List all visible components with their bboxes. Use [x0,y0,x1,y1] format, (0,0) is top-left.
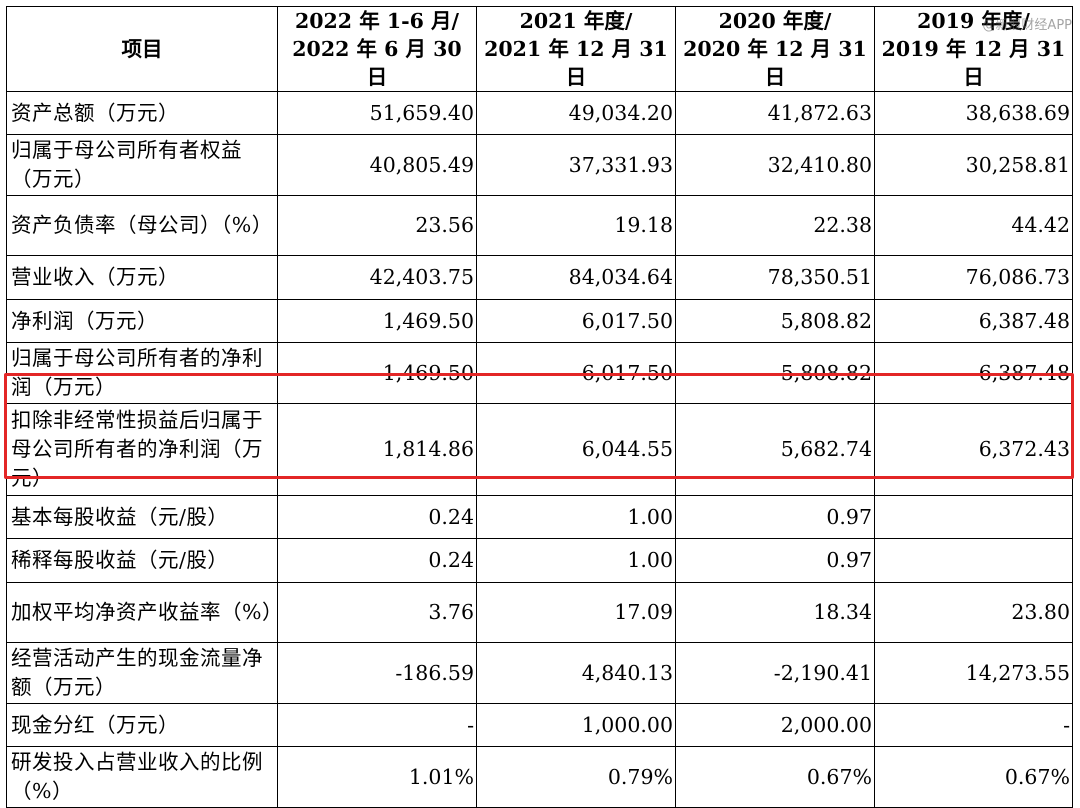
row-label: 资产总额（万元） [6,91,278,135]
cell-value: 23.80 [874,582,1073,643]
header-period-2021: 2021 年度/ 2021 年 12 月 31 日 [476,6,676,92]
cell-value: 0.97 [675,495,875,539]
cell-value: 3.76 [277,582,477,643]
row-label: 基本每股收益（元/股） [6,495,278,539]
row-label: 营业收入（万元） [6,255,278,300]
cell-value: - [277,703,477,747]
header-period-line1: 2021 年度/ [519,9,633,33]
row-label: 归属于母公司所有者权益（万元） [6,134,278,196]
cell-value: 51,659.40 [277,91,477,135]
cell-value: -186.59 [277,642,477,704]
cell-value: 37,331.93 [476,134,676,196]
cell-value: 0.24 [277,538,477,583]
cell-value: 19.18 [476,195,676,256]
header-period-line2: 2019 年 12 月 31 日 [881,37,1066,89]
row-label: 研发投入占营业收入的比例（%） [6,746,278,808]
table-row: 净利润（万元） 1,469.50 6,017.50 5,808.82 6,387… [6,299,1073,343]
cell-value: 1,469.50 [277,299,477,343]
table-row: 加权平均净资产收益率（%） 3.76 17.09 18.34 23.80 [6,582,1073,643]
cell-value: 6,387.48 [874,342,1073,404]
row-label: 扣除非经常性损益后归属于母公司所有者的净利润（万元） [6,403,278,496]
cell-value: 1,000.00 [476,703,676,747]
row-label: 净利润（万元） [6,299,278,343]
cell-value: 84,034.64 [476,255,676,300]
header-item: 项目 [6,6,278,92]
cell-value: 22.38 [675,195,875,256]
table-row: 归属于母公司所有者的净利润（万元） 1,469.50 6,017.50 5,80… [6,342,1073,404]
financial-table-container: 项目 2022 年 1-6 月/ 2022 年 6 月 30 日 2021 年度… [6,6,1073,808]
cell-value: 18.34 [675,582,875,643]
header-period-2022h1: 2022 年 1-6 月/ 2022 年 6 月 30 日 [277,6,477,92]
header-period-2019: 2019 年度/ 2019 年 12 月 31 日 [874,6,1073,92]
table-row: 现金分红（万元） - 1,000.00 2,000.00 - [6,703,1073,747]
cell-value: 2,000.00 [675,703,875,747]
cell-value: 1.00 [476,538,676,583]
header-period-line2: 2020 年 12 月 31 日 [683,37,867,89]
row-label: 归属于母公司所有者的净利润（万元） [6,342,278,404]
header-period-2020: 2020 年度/ 2020 年 12 月 31 日 [675,6,875,92]
cell-value: 6,044.55 [476,403,676,496]
cell-value: 30,258.81 [874,134,1073,196]
row-label: 经营活动产生的现金流量净额（万元） [6,642,278,704]
row-label: 加权平均净资产收益率（%） [6,582,282,643]
cell-value [874,538,1073,583]
cell-value: 17.09 [476,582,676,643]
table-row: 营业收入（万元） 42,403.75 84,034.64 78,350.51 7… [6,255,1073,300]
cell-value: 38,638.69 [874,91,1073,135]
header-period-line1: 2020 年度/ [718,9,832,33]
row-label: 稀释每股收益（元/股） [6,538,278,583]
header-period-line1: 2022 年 1-6 月/ [295,9,459,33]
cell-value: 1,469.50 [277,342,477,404]
cell-value: 6,017.50 [476,342,676,404]
cell-value: 23.56 [277,195,477,256]
cell-value: 0.67% [675,746,875,808]
table-row: 资产总额（万元） 51,659.40 49,034.20 41,872.63 3… [6,91,1073,135]
header-period-line2: 2022 年 6 月 30 日 [292,37,462,89]
cell-value [874,495,1073,539]
cell-value: 5,808.82 [675,342,875,404]
cell-value: 44.42 [874,195,1073,256]
cell-value: -2,190.41 [675,642,875,704]
cell-value: 40,805.49 [277,134,477,196]
cell-value: 32,410.80 [675,134,875,196]
cell-value: 5,682.74 [675,403,875,496]
cell-value: 6,372.43 [874,403,1073,496]
cell-value: 1.00 [476,495,676,539]
cell-value: 76,086.73 [874,255,1073,300]
cell-value: - [874,703,1073,747]
cell-value: 41,872.63 [675,91,875,135]
table-row-highlighted: 扣除非经常性损益后归属于母公司所有者的净利润（万元） 1,814.86 6,04… [6,403,1073,496]
cell-value: 14,273.55 [874,642,1073,704]
cell-value: 0.97 [675,538,875,583]
cell-value: 1.01% [277,746,477,808]
header-row: 项目 2022 年 1-6 月/ 2022 年 6 月 30 日 2021 年度… [6,6,1073,92]
table-row: 经营活动产生的现金流量净额（万元） -186.59 4,840.13 -2,19… [6,642,1073,704]
table-row: 研发投入占营业收入的比例（%） 1.01% 0.79% 0.67% 0.67% [6,746,1073,808]
table-row: 资产负债率（母公司）（%） 23.56 19.18 22.38 44.42 [6,195,1073,256]
cell-value: 0.67% [874,746,1073,808]
cell-value: 49,034.20 [476,91,676,135]
row-label: 现金分红（万元） [6,703,278,747]
cell-value: 6,017.50 [476,299,676,343]
table-row: 稀释每股收益（元/股） 0.24 1.00 0.97 [6,538,1073,583]
cell-value: 78,350.51 [675,255,875,300]
header-period-line2: 2021 年 12 月 31 日 [484,37,668,89]
table-row: 基本每股收益（元/股） 0.24 1.00 0.97 [6,495,1073,539]
cell-value: 0.24 [277,495,477,539]
header-period-line1: 2019 年度/ [917,9,1030,33]
cell-value: 1,814.86 [277,403,477,496]
cell-value: 42,403.75 [277,255,477,300]
row-label: 资产负债率（母公司）（%） [6,195,278,256]
table-row: 归属于母公司所有者权益（万元） 40,805.49 37,331.93 32,4… [6,134,1073,196]
financial-summary-table: 项目 2022 年 1-6 月/ 2022 年 6 月 30 日 2021 年度… [6,6,1073,808]
cell-value: 0.79% [476,746,676,808]
cell-value: 5,808.82 [675,299,875,343]
cell-value: 4,840.13 [476,642,676,704]
cell-value: 6,387.48 [874,299,1073,343]
